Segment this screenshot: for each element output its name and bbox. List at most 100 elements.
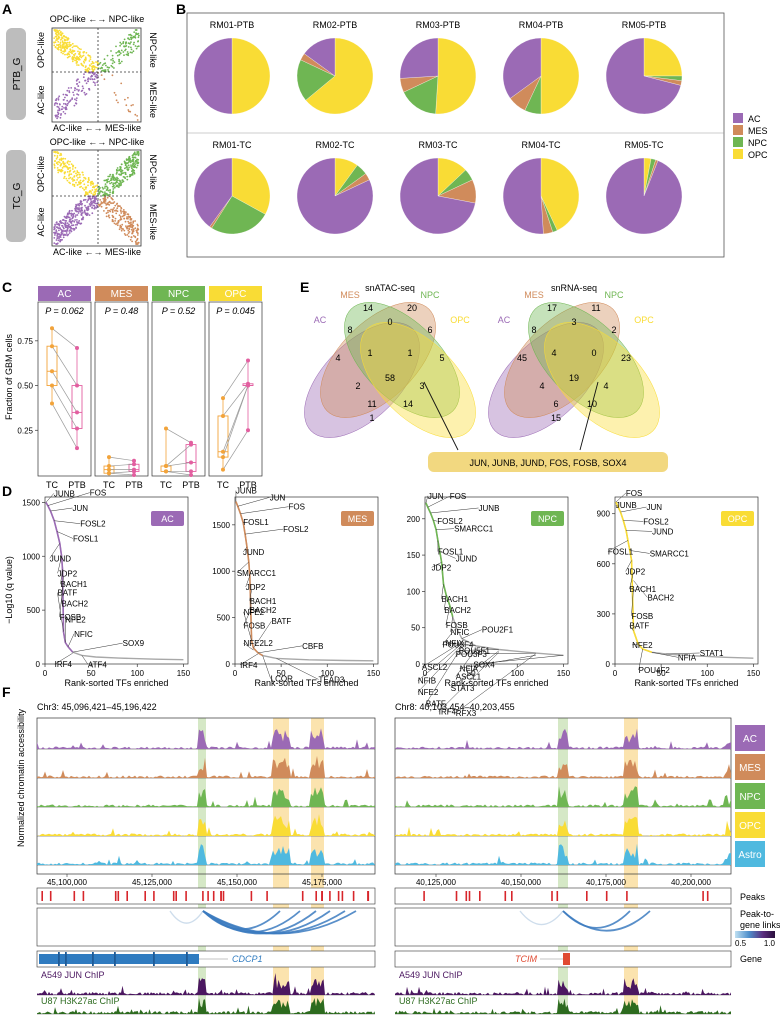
- d-tf-leader: [430, 507, 479, 514]
- cell-point: [131, 240, 134, 243]
- f-peak-mark: [315, 891, 317, 901]
- cell-point: [118, 53, 121, 56]
- d-y-tick-label: 50: [411, 624, 420, 633]
- d-tf-label: ASCL2: [422, 663, 448, 672]
- cell-point: [70, 222, 73, 225]
- cell-point: [125, 45, 128, 47]
- cell-point: [60, 228, 63, 231]
- cell-point: [68, 173, 71, 176]
- cell-point: [77, 171, 80, 174]
- cell-point: [67, 37, 70, 39]
- cell-point: [78, 53, 81, 56]
- pie-slice-ac: [605, 157, 683, 235]
- cell-point: [84, 68, 87, 71]
- cell-point: [108, 214, 110, 217]
- c-point-ptb: [75, 426, 79, 431]
- cell-point: [99, 199, 102, 201]
- cell-point: [78, 51, 81, 54]
- cell-point: [110, 177, 113, 180]
- cell-point: [122, 41, 125, 44]
- cell-point: [76, 57, 79, 60]
- cell-point: [89, 195, 92, 198]
- f-links-label-line2: gene links: [740, 920, 780, 930]
- cell-point: [108, 180, 110, 183]
- venn-region-count: 8: [531, 325, 536, 335]
- cell-point: [116, 224, 119, 227]
- cell-point: [100, 205, 103, 208]
- cell-point: [62, 52, 64, 55]
- cell-point: [81, 55, 84, 58]
- cell-point: [61, 230, 64, 232]
- cell-point: [68, 41, 71, 44]
- cell-point: [63, 47, 66, 50]
- cell-point: [57, 32, 60, 35]
- cell-point: [68, 181, 70, 184]
- pie-slice-ac: [399, 157, 476, 235]
- pie-title: RM01-TC: [212, 140, 252, 150]
- colorbar-max: 1.0: [764, 939, 776, 948]
- cell-point: [89, 201, 92, 204]
- d-tf-leader: [243, 611, 252, 641]
- d-tf-leader: [236, 561, 250, 574]
- d-tf-label: BACH1: [61, 580, 88, 589]
- cell-point: [95, 75, 97, 78]
- legend-label-opc: OPC: [748, 150, 768, 160]
- d-x-tick-label: 100: [701, 669, 715, 678]
- cell-point: [70, 227, 72, 230]
- tcim-gene-body: [563, 953, 570, 965]
- c-x-label-ptb: PTB: [125, 480, 143, 490]
- d-tf-leader: [49, 543, 60, 559]
- cell-point: [84, 79, 86, 82]
- f-peak-mark: [706, 891, 709, 901]
- d-tf-leader: [438, 652, 499, 712]
- d-x-tick-label: 50: [277, 669, 286, 678]
- cell-point: [123, 217, 125, 220]
- cell-point: [77, 177, 79, 179]
- cell-point: [71, 46, 74, 49]
- cell-point: [104, 62, 107, 65]
- cell-point: [95, 188, 98, 190]
- d-tf-label: BATF: [629, 622, 649, 631]
- cell-point: [88, 191, 91, 194]
- cell-point: [130, 174, 133, 177]
- cell-point: [62, 165, 65, 168]
- d-tf-leader: [638, 648, 643, 671]
- d-tf-label: BACH1: [629, 585, 656, 594]
- cell-point: [127, 164, 130, 167]
- c-point-ptb: [189, 473, 193, 477]
- cell-point: [123, 229, 126, 232]
- cell-point: [56, 47, 59, 50]
- cell-point: [123, 233, 126, 235]
- cell-point: [82, 76, 85, 79]
- cell-point: [61, 105, 64, 108]
- cell-point: [62, 93, 65, 96]
- cell-point: [80, 214, 83, 216]
- cell-point: [55, 229, 58, 232]
- venn-region-count: 1: [407, 348, 412, 358]
- cell-point: [107, 203, 110, 206]
- cell-point: [134, 35, 137, 37]
- c-point-tc: [50, 344, 54, 349]
- c-point-ptb: [246, 383, 250, 388]
- venn-region-count: 4: [335, 353, 340, 363]
- d-tf-label: NFE2: [632, 641, 653, 650]
- cell-point: [130, 228, 133, 231]
- cell-point: [87, 206, 89, 209]
- cell-point: [78, 176, 81, 179]
- d-tf-leader: [240, 506, 289, 514]
- d-tf-leader: [629, 625, 634, 631]
- cell-point: [91, 75, 93, 77]
- cell-point: [84, 186, 87, 189]
- cell-point: [136, 234, 139, 236]
- cell-point: [126, 217, 128, 220]
- d-tf-label: BACH2: [250, 606, 277, 615]
- cell-point: [61, 167, 64, 169]
- cell-point: [130, 46, 132, 49]
- f-peak-mark: [551, 891, 553, 901]
- c-x-label-ptb: PTB: [239, 480, 257, 490]
- d-tf-label: JUND: [652, 527, 674, 536]
- cell-point: [77, 78, 79, 81]
- c-point-ptb: [189, 469, 193, 474]
- legend-swatch-mes: [733, 125, 743, 135]
- cell-point: [74, 224, 77, 226]
